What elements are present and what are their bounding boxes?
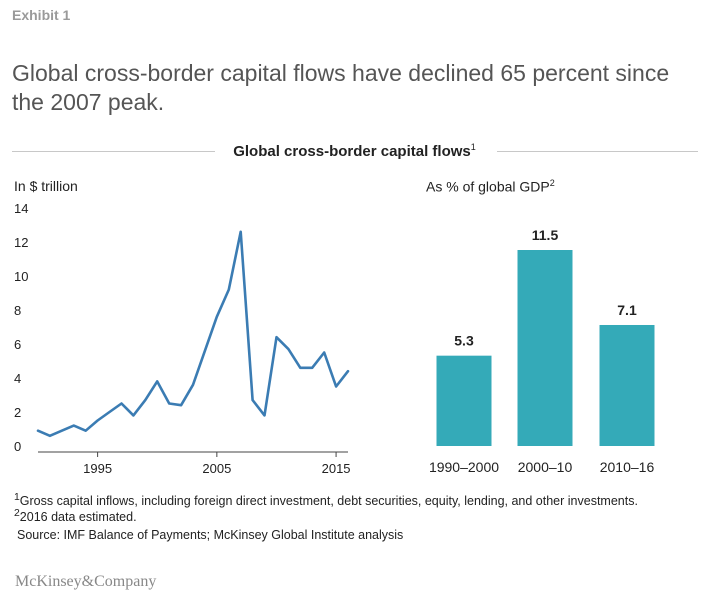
capital-flows-line	[36, 230, 350, 438]
source-note: Source: IMF Balance of Payments; McKinse…	[17, 528, 404, 542]
y-tick-label-8: 8	[14, 303, 21, 318]
section-title-note: 1	[470, 142, 476, 152]
headline: Global cross-border capital flows have d…	[12, 60, 670, 115]
y-tick-label-4: 4	[14, 371, 21, 386]
bar-2	[517, 250, 573, 446]
y-tick-label-14: 14	[14, 201, 28, 216]
footnote-2: 22016 data estimated.	[14, 508, 137, 524]
bar-3	[599, 324, 655, 446]
y-tick-label-0: 0	[14, 439, 21, 454]
y-tick-label-2: 2	[14, 405, 21, 420]
y-tick-label-12: 12	[14, 235, 28, 250]
section-title: Global cross-border capital flows1	[0, 142, 709, 160]
footnote-2-marker: 2	[14, 508, 20, 519]
bar-category-label-2: 2000–10	[518, 459, 573, 475]
section-rule-left	[12, 151, 215, 152]
bar-value-label-3: 7.1	[617, 302, 637, 318]
bar-chart-unit-note: 2	[549, 178, 555, 188]
bar-1	[436, 355, 492, 446]
exhibit-label: Exhibit 1	[12, 7, 71, 23]
y-tick-label-10: 10	[14, 269, 28, 284]
bar-chart-unit-text: As % of global GDP	[426, 178, 550, 195]
footnote-1-text: Gross capital inflows, including foreign…	[19, 494, 638, 509]
mckinsey-logo: McKinsey&Company	[15, 573, 157, 590]
footnote-1: 1Gross capital inflows, including foreig…	[14, 492, 638, 508]
x-tick-label-1995: 1995	[83, 461, 112, 476]
x-tick-label-2015: 2015	[322, 461, 351, 476]
bar-category-label-3: 2010–16	[600, 459, 655, 475]
bar-category-label-1: 1990–2000	[429, 459, 499, 475]
section-title-text: Global cross-border capital flows	[233, 143, 471, 160]
section-rule-right	[497, 151, 698, 152]
footnote-2-text: 2016 data estimated.	[19, 510, 137, 525]
footnote-1-marker: 1	[14, 492, 20, 503]
x-tick-label-2005: 2005	[202, 461, 231, 476]
bar-value-label-2: 11.5	[532, 227, 559, 243]
bar-value-label-1: 5.3	[454, 333, 474, 349]
bar-chart-unit-label: As % of global GDP2	[426, 178, 555, 195]
line-chart-unit-label: In $ trillion	[14, 178, 78, 194]
y-tick-label-6: 6	[14, 337, 21, 352]
